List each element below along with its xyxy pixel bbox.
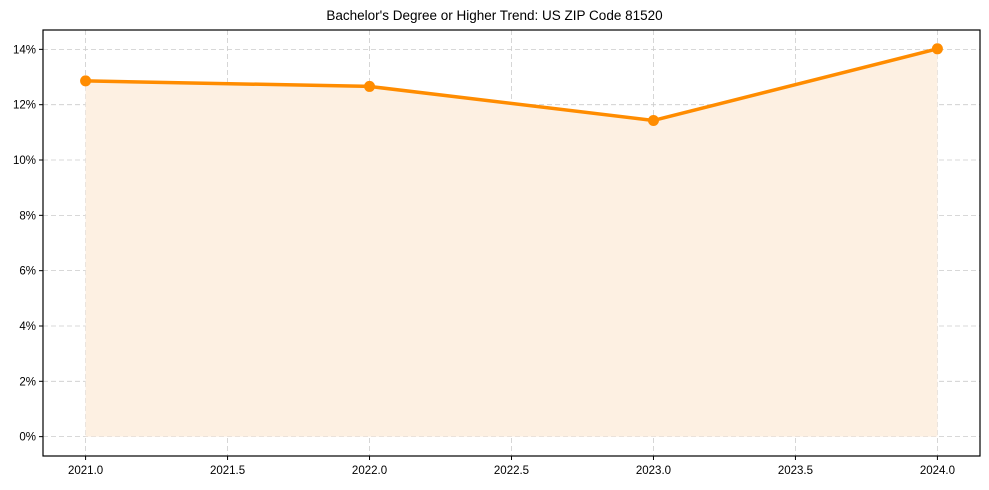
- x-tick-label: 2022.0: [352, 465, 387, 477]
- x-axis: 2021.0 2021.5 2022.0 2022.5 2023.0 2023.5 2024…: [68, 456, 955, 477]
- area-fill: [85, 48, 938, 437]
- x-tick-label: 2021.0: [68, 465, 103, 477]
- y-axis: 0% 2% 4% 6% 8% 10% 12% 14%: [13, 44, 43, 444]
- data-point: [931, 43, 943, 55]
- x-tick-label: 2023.5: [778, 465, 813, 477]
- chart-title: Bachelor's Degree or Higher Trend: US ZI…: [326, 8, 663, 23]
- data-markers: [80, 43, 943, 126]
- x-tick-label: 2022.5: [494, 465, 529, 477]
- data-line: [85, 47, 938, 123]
- x-tick-label: 2023.0: [636, 465, 671, 477]
- data-point: [364, 80, 376, 92]
- y-tick-label: 2%: [19, 376, 36, 388]
- x-tick-label: 2021.5: [210, 465, 245, 477]
- data-point: [80, 75, 92, 87]
- y-tick-label: 0%: [19, 432, 36, 444]
- y-tick-label: 4%: [19, 321, 36, 333]
- y-tick-label: 12%: [13, 100, 36, 112]
- y-tick-label: 6%: [19, 266, 36, 278]
- y-tick-label: 10%: [13, 155, 36, 167]
- data-point: [647, 114, 659, 126]
- x-tick-label: 2024.0: [920, 465, 955, 477]
- y-tick-label: 14%: [13, 44, 36, 56]
- y-tick-label: 8%: [19, 210, 36, 222]
